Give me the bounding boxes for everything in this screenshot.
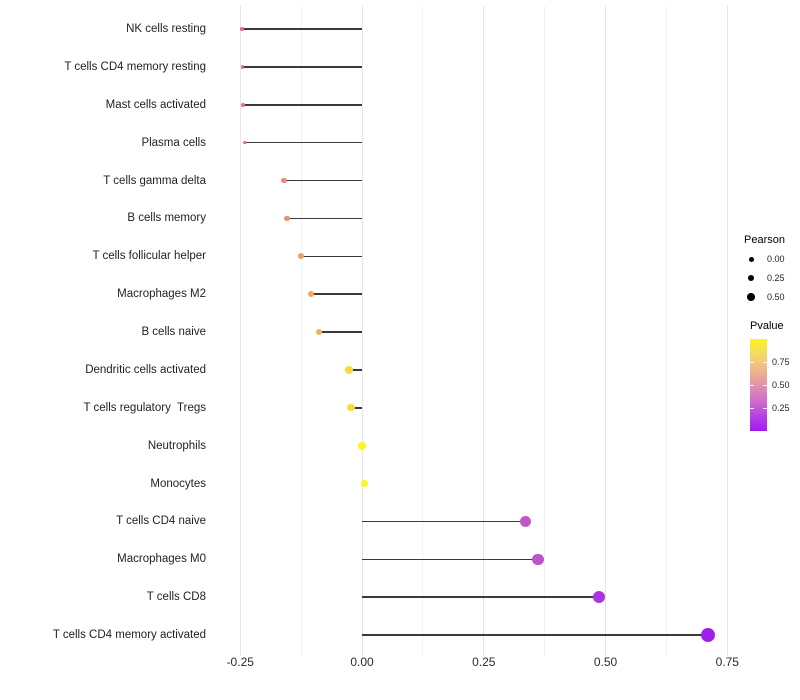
- pearson-size-legend: Pearson 0.00 0.25 0.50: [744, 234, 800, 303]
- stem-5: [287, 217, 362, 220]
- x-tick-label: 0.75: [715, 655, 739, 669]
- stem-3: [245, 141, 362, 144]
- category-label: T cells CD4 naive: [116, 515, 206, 528]
- pvalue-tick: [763, 384, 767, 386]
- pearson-legend-dotbox: [744, 274, 758, 282]
- category-label: Macrophages M2: [117, 288, 206, 301]
- stem-10: [350, 407, 362, 409]
- data-point: [307, 290, 315, 298]
- pearson-legend-item: 0.50: [744, 291, 800, 303]
- stem-9: [348, 369, 362, 371]
- data-point: [592, 590, 606, 604]
- data-point: [347, 404, 355, 412]
- category-label: T cells CD8: [146, 591, 206, 604]
- data-point: [315, 328, 323, 336]
- pvalue-tick-label: 0.75: [772, 356, 790, 367]
- pearson-legend-dot: [747, 274, 755, 282]
- data-point: [240, 65, 245, 69]
- category-label: B cells naive: [141, 326, 206, 338]
- gridline-minor: [422, 6, 424, 656]
- gridline-minor: [665, 6, 667, 656]
- data-point: [241, 102, 245, 107]
- data-point: [700, 627, 715, 643]
- gridline-minor: [300, 6, 302, 656]
- x-tick-label: 0.00: [350, 655, 374, 669]
- pearson-legend-dotbox: [744, 293, 758, 301]
- pvalue-tick: [763, 361, 767, 363]
- pvalue-tick-label: 0.50: [772, 379, 790, 390]
- pearson-legend-title: Pearson: [744, 234, 785, 246]
- stem-2: [243, 104, 362, 106]
- category-label: T cells follicular helper: [92, 250, 206, 263]
- stem-4: [284, 179, 362, 182]
- category-label: Mast cells activated: [105, 98, 206, 111]
- category-label: Macrophages M0: [117, 553, 206, 566]
- data-point: [358, 441, 366, 450]
- pearson-legend-item: 0.25: [744, 272, 800, 284]
- gridline-major: [361, 6, 363, 656]
- category-label: Dendritic cells activated: [85, 363, 206, 376]
- data-point: [281, 177, 287, 184]
- pearson-legend-value: 0.25: [767, 273, 785, 283]
- pvalue-tick: [750, 384, 754, 386]
- plot-panel: [212, 6, 746, 656]
- pvalue-tick: [763, 407, 767, 409]
- category-label: Monocytes: [150, 477, 206, 490]
- pvalue-legend-title: Pvalue: [750, 320, 784, 332]
- data-point: [298, 253, 305, 260]
- pearson-legend-dot: [747, 293, 755, 301]
- category-label: T cells regulatory Tregs: [83, 401, 206, 414]
- stem-14: [362, 558, 538, 560]
- stem-1: [242, 66, 362, 68]
- gridline-major: [726, 6, 728, 656]
- gridline-minor: [544, 6, 546, 656]
- x-tick-label: 0.25: [472, 655, 496, 669]
- gridline-major: [239, 6, 241, 656]
- pvalue-tick: [750, 407, 754, 409]
- pearson-legend-item: 0.00: [744, 253, 800, 265]
- x-tick-label: -0.25: [226, 655, 254, 669]
- pearson-legend-value: 0.50: [767, 292, 785, 302]
- category-label: Neutrophils: [147, 439, 206, 452]
- x-tick-label: 0.50: [593, 655, 618, 669]
- category-label: B cells memory: [127, 212, 206, 225]
- data-point: [240, 27, 244, 31]
- data-point: [284, 215, 290, 222]
- pvalue-tick-label: 0.25: [772, 402, 790, 413]
- pvalue-tick: [750, 361, 754, 363]
- data-point: [532, 553, 544, 565]
- pearson-legend-dot: [748, 256, 754, 262]
- gridline-major: [483, 6, 485, 656]
- pearson-legend-value: 0.00: [767, 254, 785, 264]
- category-label: T cells CD4 memory activated: [52, 629, 206, 641]
- stem-6: [301, 255, 362, 257]
- data-point: [243, 140, 247, 145]
- data-point: [519, 515, 531, 527]
- category-label: NK cells resting: [126, 23, 206, 35]
- stem-8: [319, 331, 362, 333]
- pearson-legend-dotbox: [744, 256, 758, 262]
- data-point: [345, 366, 353, 374]
- pvalue-gradient-bar: 0.75 0.50 0.25: [750, 339, 790, 431]
- category-label: Plasma cells: [141, 136, 206, 149]
- stem-13: [362, 520, 526, 523]
- stem-15: [362, 596, 600, 598]
- pvalue-color-legend: Pvalue 0.75 0.50 0.25: [750, 320, 800, 431]
- gridline-major: [605, 6, 606, 656]
- stem-16: [362, 634, 708, 636]
- stem-0: [242, 28, 362, 30]
- stem-7: [310, 293, 362, 295]
- data-point: [360, 479, 369, 488]
- category-label: T cells gamma delta: [103, 174, 206, 187]
- category-label: T cells CD4 memory resting: [64, 60, 206, 73]
